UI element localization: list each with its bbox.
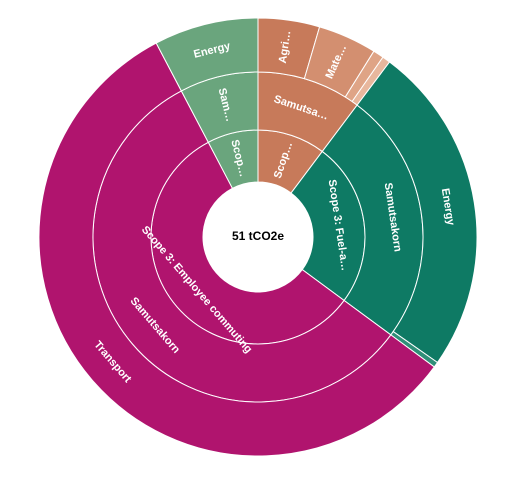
segment (38, 42, 435, 457)
center-label: 51 tCO2e (232, 229, 284, 243)
segment-label: Energy (439, 187, 457, 227)
segment (155, 17, 259, 92)
sunburst (38, 17, 478, 457)
segment-label: Agri… (277, 30, 294, 64)
